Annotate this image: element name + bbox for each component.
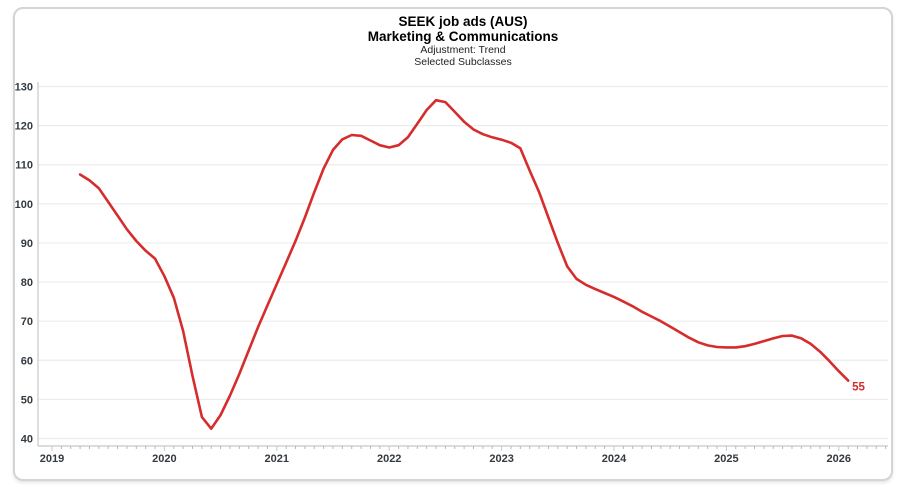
- y-tick-label: 100: [15, 199, 33, 211]
- y-tick-label: 120: [15, 121, 33, 133]
- y-tick-label: 130: [15, 82, 33, 94]
- chart-title-line1: SEEK job ads (AUS): [398, 14, 528, 29]
- y-tick-label: 60: [21, 355, 33, 367]
- chart-header: SEEK job ads (AUS) Marketing & Communica…: [38, 14, 888, 68]
- x-tick-label: 2026: [827, 453, 851, 465]
- end-value-label: 55: [852, 382, 865, 394]
- chart-subtitle-adjustment: Adjustment: Trend: [420, 44, 506, 56]
- x-tick-label: 2024: [602, 453, 627, 465]
- y-tick-label: 50: [21, 394, 33, 406]
- chart-subtitle-subclasses: Selected Subclasses: [414, 56, 512, 68]
- y-tick-label: 80: [21, 277, 33, 289]
- y-tick-label: 40: [21, 433, 33, 445]
- chart-title-line2: Marketing & Communications: [367, 29, 559, 44]
- x-tick-label: 2020: [152, 453, 176, 465]
- x-tick-label: 2025: [714, 453, 738, 465]
- x-tick-label: 2021: [265, 453, 289, 465]
- x-tick-label: 2019: [40, 453, 64, 465]
- y-tick-label: 110: [15, 160, 33, 172]
- x-tick-label: 2023: [489, 453, 513, 465]
- y-tick-label: 90: [21, 238, 33, 250]
- x-tick-label: 2022: [377, 453, 401, 465]
- y-tick-label: 70: [21, 316, 33, 328]
- trend-line: [78, 98, 850, 431]
